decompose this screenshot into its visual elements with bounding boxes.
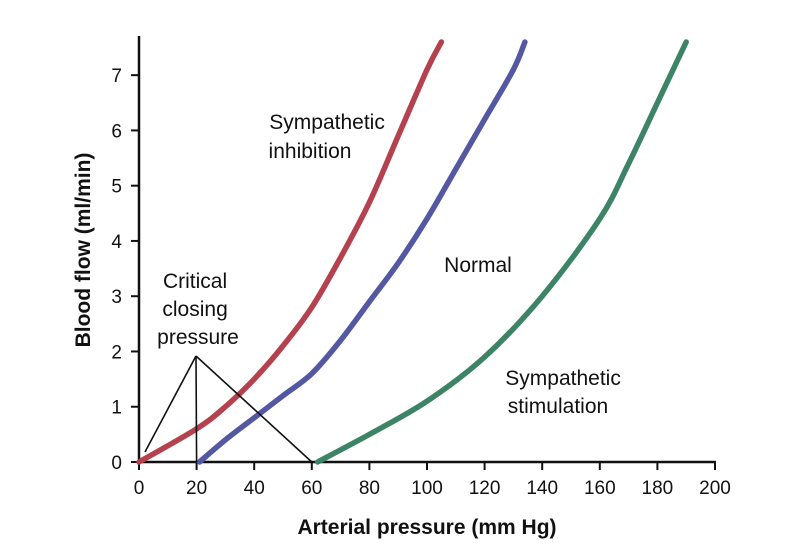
x-tick-label: 180 [642, 478, 674, 499]
y-tick-label: 6 [111, 121, 122, 142]
sympathetic-inhibition-label: Sympathetic inhibition [269, 111, 391, 163]
series-line-normal [196, 39, 528, 465]
x-tick-label: 160 [584, 478, 616, 499]
x-tick-label: 120 [469, 478, 501, 499]
x-ticks: 0 20 40 60 80 100 120 140 160 180 200 [134, 462, 731, 499]
critical-pressure-pointer [195, 355, 198, 463]
x-axis-title: Arterial pressure (mm Hg) [297, 516, 556, 539]
critical-pressure-pointer [144, 355, 197, 453]
y-tick-label: 5 [111, 177, 122, 198]
y-tick-label: 3 [111, 287, 122, 308]
critical-pressure-pointer [195, 355, 313, 463]
y-tick-label: 2 [111, 342, 122, 363]
y-ticks: 0 1 2 3 4 5 6 7 [111, 66, 139, 474]
series-line-sympathetic-inhibition [136, 39, 445, 465]
series-line-sympathetic-stimulation [314, 39, 689, 465]
x-tick-label: 60 [301, 478, 322, 499]
y-tick-label: 7 [111, 66, 122, 87]
y-tick-label: 4 [111, 232, 122, 253]
x-tick-label: 40 [244, 478, 265, 499]
critical-closing-pointers [144, 355, 313, 463]
x-tick-label: 140 [526, 478, 558, 499]
x-tick-label: 200 [699, 478, 731, 499]
x-tick-label: 20 [186, 478, 207, 499]
y-axis-title: Blood flow (ml/min) [72, 153, 95, 348]
x-tick-label: 100 [411, 478, 443, 499]
sympathetic-stimulation-label: Sympathetic stimulation [505, 367, 626, 418]
y-tick-label: 1 [111, 398, 122, 419]
x-tick-label: 0 [134, 478, 145, 499]
y-tick-label: 0 [111, 453, 122, 474]
x-tick-label: 80 [359, 478, 380, 499]
series-layer [136, 39, 689, 465]
critical-closing-pressure-label: Critical closing pressure [157, 270, 239, 349]
normal-label: Normal [444, 254, 512, 277]
